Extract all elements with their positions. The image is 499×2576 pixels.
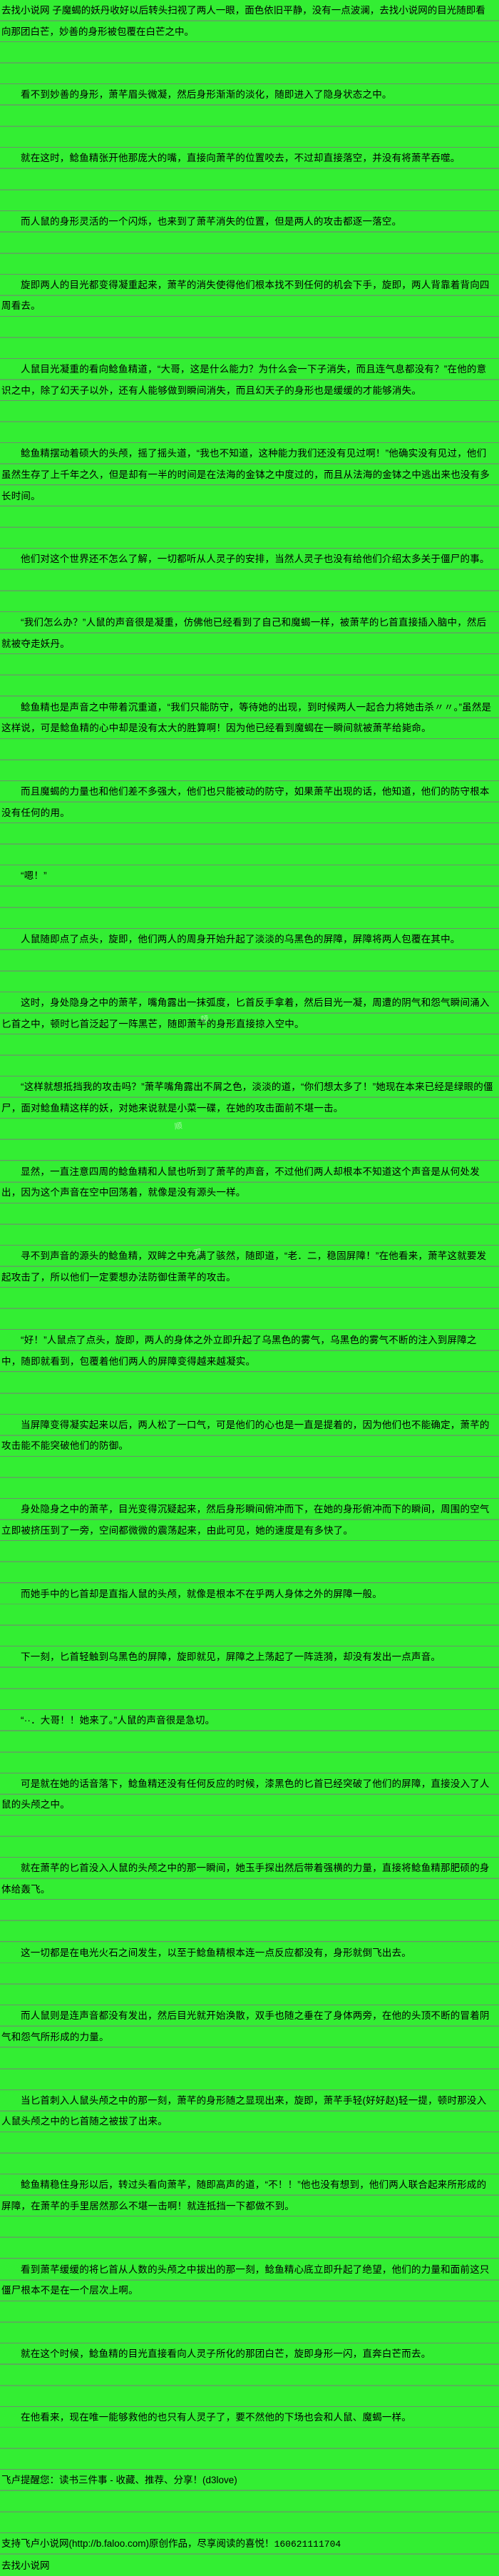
paragraph-gap bbox=[0, 2047, 499, 2090]
support-notice: 支持飞卢小说网(http://b.faloo.com)原创作品，尽享阅读的喜悦！… bbox=[0, 2533, 499, 2555]
paragraph: 当屏障变得凝实起来以后，两人松了一口气，可是他们的心也是一直是提着的，因为他们也… bbox=[0, 1414, 499, 1457]
paragraph-gap bbox=[0, 2301, 499, 2343]
paragraph-gap bbox=[0, 1203, 499, 1246]
watermark-fragment: 双 bbox=[192, 1248, 203, 1258]
paragraph-gap bbox=[0, 1541, 499, 1584]
paragraph-gap bbox=[0, 1900, 499, 1943]
paragraph: 鲶鱼精摆动着硕大的头颅，摇了摇头道，“我也不知道，这种能力我们还没有见过啊！”他… bbox=[0, 443, 499, 507]
paragraph: 而且魔蝎的力量也和他们差不多强大，他们也只能被动的防守，如果萧芊出现的话，他知道… bbox=[0, 780, 499, 824]
support-notice-text: 支持飞卢小说网(http://b.faloo.com)原创作品，尽享阅读的喜悦！ bbox=[1, 2538, 274, 2550]
chapter-first-line-text: 子魔蝎的妖丹收好以后转头扫视了两人一眼，面色依旧平静，没有一点波澜， bbox=[52, 5, 380, 16]
paragraph: 身处隐身之中的萧芊，目光变得沉疑起来，然后身形瞬间俯冲而下，在她的身形俯冲而下的… bbox=[0, 1499, 499, 1542]
paragraph-gap bbox=[0, 316, 499, 360]
paragraph-gap bbox=[0, 654, 499, 697]
paragraph: 旋即两人的目光都变得凝重起来，萧芊的消失使得他们根本找不到任何的机会下手，旋即，… bbox=[0, 274, 499, 317]
paragraph: 鲶鱼精稳住身形以后，转过头看向萧芊，随即高声的道，“不！！”他也没有想到，他们两… bbox=[0, 2174, 499, 2217]
paragraph-gap bbox=[0, 1372, 499, 1415]
paragraph-gap bbox=[0, 1731, 499, 1773]
paragraph-gap bbox=[0, 570, 499, 613]
chapter-first-line-tail: 去找小说网的目光随即看向那团白芒，妙善的身形被包覆在白芒之中。 bbox=[1, 5, 485, 37]
paragraph-gap bbox=[0, 886, 499, 930]
paragraph-gap bbox=[0, 1667, 499, 1711]
paragraph: 人鼠目光凝重的看向鲶鱼精道，“大哥，这是什么能力？为什么会一下子消失，而且连气息… bbox=[0, 359, 499, 402]
paragraph-gap bbox=[0, 2364, 499, 2407]
paragraph: 鲶鱼精也是声音之中带着沉重道，“我们只能防守，等待她的出现，到时候两人一起合力将… bbox=[0, 696, 499, 739]
paragraph-gap bbox=[0, 738, 499, 781]
support-notice-number: 160621111704 bbox=[274, 2539, 341, 2550]
paragraph-gap bbox=[0, 1604, 499, 1647]
paragraph-gap bbox=[0, 2428, 499, 2470]
paragraph: 而人鼠的身形灵活的一个闪烁，也来到了萧芊消失的位置，但是两人的攻击都逐一落空。 bbox=[0, 210, 499, 233]
paragraph-gap bbox=[0, 42, 499, 85]
paragraph-gap bbox=[0, 1288, 499, 1330]
site-tag-inline-start: 去找小说网 bbox=[1, 5, 50, 16]
paragraph-gap bbox=[0, 2216, 499, 2259]
paragraph: 看不到妙善的身形，萧芊眉头微凝，然后身形渐渐的淡化，随即进入了隐身状态之中。 bbox=[0, 84, 499, 106]
paragraph-gap bbox=[0, 1034, 499, 1077]
paragraph-gap bbox=[0, 1456, 499, 1500]
paragraph: 看到萧芊缓缓的将匕首从人数的头颅之中拔出的那一刻，鲶鱼精心底立即升起了绝望，他们… bbox=[0, 2259, 499, 2301]
paragraph: 寻不到声音的源头的鲶鱼精，双眸之中充满了骇然，随即道，“老．二，稳固屏障！”在他… bbox=[0, 1246, 499, 1288]
site-tag-footer: 去找小说网 bbox=[1, 2560, 50, 2571]
paragraph-gap bbox=[0, 2132, 499, 2175]
chapter-first-line: 去找小说网 子魔蝎的妖丹收好以后转头扫视了两人一眼，面色依旧平静，没有一点波澜，… bbox=[0, 0, 499, 43]
paragraph: 显然，一直注意四周的鲶鱼精和人鼠也听到了萧芊的声音，不过他们两人却根本不知道这个… bbox=[0, 1161, 499, 1203]
paragraph: 人鼠随即点了点头，旋即，他们两人的周身开始升起了淡淡的乌黑色的屏障，屏障将两人包… bbox=[0, 929, 499, 950]
paragraph-gap bbox=[0, 506, 499, 549]
paragraph: “嗯！” bbox=[0, 865, 499, 887]
paragraph: 这时，身处隐身之中的萧芊，嘴角露出一抹弧度，匕首反手拿着，然后目光一凝，周遭的阴… bbox=[0, 992, 499, 1035]
paragraph: 他们对这个世界还不怎么了解，一切都听从人灵子的安排，当然人灵子也没有给他们介绍太… bbox=[0, 549, 499, 571]
paragraph-gap bbox=[0, 950, 499, 992]
paragraph: “好！”人鼠点了点头，旋即，两人的身体之外立即升起了乌黑色的雾气，乌黑色的雾气不… bbox=[0, 1330, 499, 1373]
reading-reminder: 飞卢提醒您：读书三件事 - 收藏、推荐、分享！(d3love) bbox=[0, 2470, 499, 2492]
paragraph-gap bbox=[0, 1119, 499, 1161]
paragraph-gap bbox=[0, 168, 499, 211]
paragraph: 就在这个时候，鲶鱼精的目光直接看向人灵子所化的那团白芒，旋即身形一闪，直奔白芒而… bbox=[0, 2343, 499, 2365]
paragraph: 当匕首刺入人鼠头颅之中的那一刻，萧芊的身形随之显现出来，旋即，萧芊手轻(好好赵)… bbox=[0, 2089, 499, 2132]
paragraph: 而她手中的匕首却是直指人鼠的头颅，就像是根本不在乎两人身体之外的屏障一般。 bbox=[0, 1583, 499, 1605]
paragraph: 可是就在她的话音落下，鲶鱼精还没有任何反应的时候，漆黑色的匕首已经突破了他们的屏… bbox=[0, 1773, 499, 1816]
paragraph: 下一刻，匕首轻触到乌黑色的屏障，旋即就见，屏障之上荡起了一阵涟漪，却没有发出一点… bbox=[0, 1646, 499, 1668]
paragraph: 在他看来，现在唯一能够救他的也只有人灵子了，要不然他的下场也会和人鼠、魔蝎一样。 bbox=[0, 2406, 499, 2428]
paragraph: 就在萧芊的匕首没入人鼠的头颅之中的那一瞬间，她玉手探出然后带着强横的力量，直接将… bbox=[0, 1858, 499, 1900]
paragraph: 这一切都是在电光火石之间发生，以至于鲶鱼精根本连一点反应都没有，身形就倒飞出去。 bbox=[0, 1942, 499, 1964]
paragraph-gap bbox=[0, 105, 499, 148]
paragraph: 就在这时，鲶鱼精张开他那庞大的嘴，直接向萧芊的位置咬去，不过却直接落空，并没有将… bbox=[0, 148, 499, 169]
watermark-fragment: 顿 bbox=[200, 1014, 210, 1024]
paragraph-gap bbox=[0, 1963, 499, 2006]
paragraph-gap bbox=[0, 401, 499, 444]
paragraph-gap bbox=[0, 2491, 499, 2534]
paragraph-gap bbox=[0, 1816, 499, 1858]
paragraph: 而人鼠则是连声音都没有发出，然后目光就开始涣散，双手也随之垂在了身体两旁，在他的… bbox=[0, 2005, 499, 2048]
paragraph: “我们怎么办？”人鼠的声音很是凝重，仿佛他已经看到了自己和魔蝎一样，被萧芊的匕首… bbox=[0, 612, 499, 655]
paragraph-gap bbox=[0, 232, 499, 275]
paragraph: “··．大哥！！她来了。”人鼠的声音很是急切。 bbox=[0, 1710, 499, 1731]
paragraph-gap bbox=[0, 823, 499, 866]
paragraph: “这样就想抵挡我的攻击吗？”萧芊嘴角露出不屑之色，淡淡的道，“你们想太多了！”她… bbox=[0, 1076, 499, 1131]
